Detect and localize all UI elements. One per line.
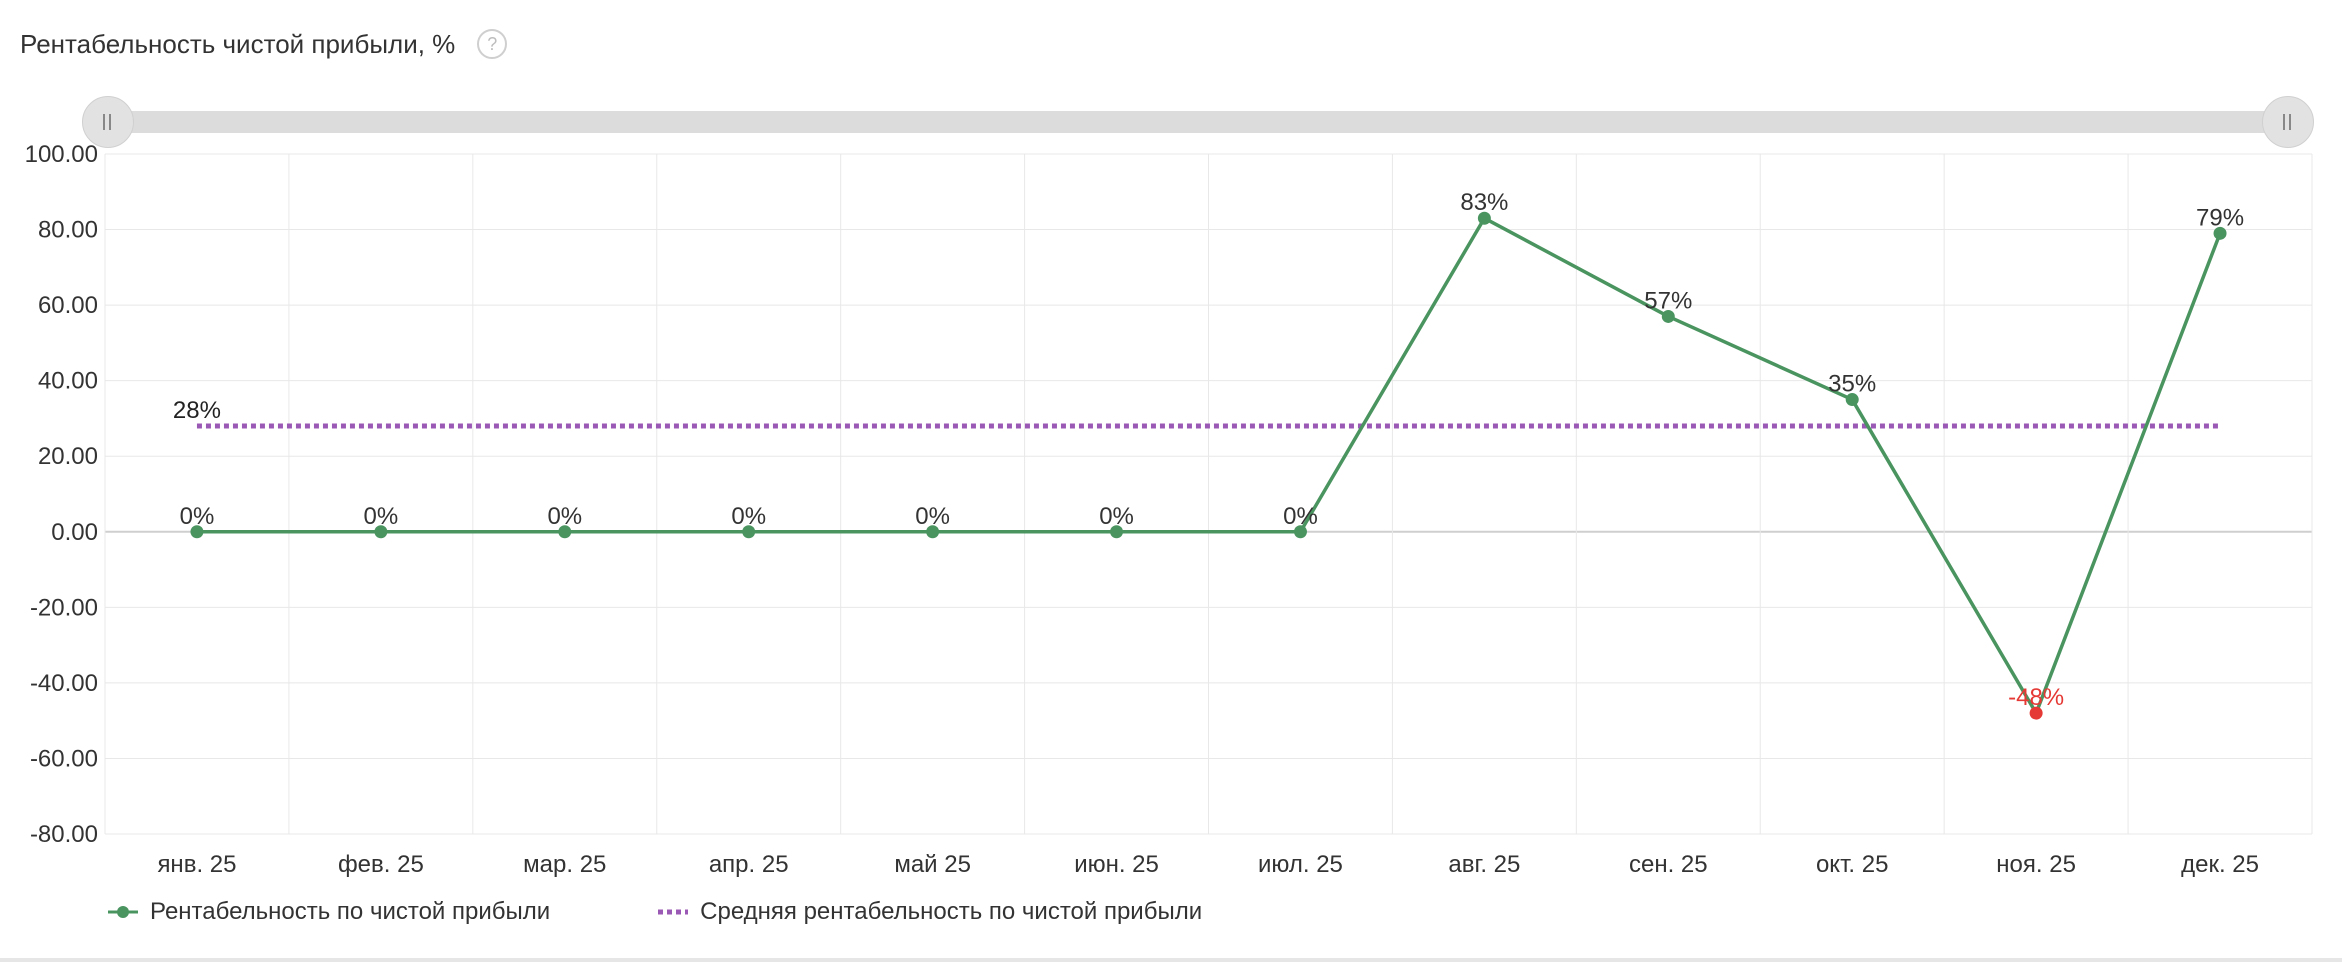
data-label: 0%: [1283, 503, 1318, 530]
y-tick-label: -20.00: [30, 594, 98, 621]
data-point: [742, 525, 756, 539]
data-label: 0%: [180, 503, 215, 530]
legend-line-marker-icon: [108, 906, 138, 918]
data-point: [1110, 525, 1124, 539]
range-slider-track[interactable]: [106, 111, 2290, 133]
y-tick-label: -40.00: [30, 670, 98, 697]
y-tick-label: -80.00: [30, 821, 98, 848]
y-tick-label: 0.00: [51, 519, 98, 546]
data-point: [1661, 309, 1675, 323]
y-tick-label: 40.00: [38, 368, 98, 395]
data-point: [558, 525, 572, 539]
data-point: [374, 525, 388, 539]
data-point: [1293, 525, 1307, 539]
x-tick-label: мар. 25: [523, 851, 606, 878]
data-label: 35%: [1828, 371, 1876, 398]
y-tick-label: 60.00: [38, 292, 98, 319]
y-tick-label: 20.00: [38, 443, 98, 470]
data-point: [2029, 706, 2043, 720]
y-tick-label: -60.00: [30, 745, 98, 772]
range-slider-handle-left[interactable]: [82, 96, 134, 148]
range-slider-handle-right[interactable]: [2262, 96, 2314, 148]
legend-item-average[interactable]: Средняя рентабельность по чистой прибыли: [658, 898, 1202, 926]
y-tick-label: 100.00: [25, 141, 98, 168]
data-label: 0%: [915, 503, 950, 530]
x-tick-label: авг. 25: [1448, 851, 1520, 878]
profitability-line: [196, 216, 2222, 715]
legend-label-average: Средняя рентабельность по чистой прибыли: [700, 898, 1203, 925]
help-icon[interactable]: ?: [477, 29, 508, 59]
y-tick-label: 80.00: [38, 217, 98, 244]
average-data-label: 28%: [173, 397, 221, 424]
data-label: 0%: [364, 503, 399, 530]
x-tick-label: фев. 25: [338, 851, 424, 878]
data-point: [2213, 226, 2227, 240]
data-point: [1845, 393, 1859, 407]
x-tick-label: янв. 25: [157, 851, 236, 878]
bottom-divider: [0, 958, 2342, 962]
data-label: 83%: [1460, 189, 1508, 216]
legend-label-profitability: Рентабельность по чистой прибыли: [150, 898, 551, 925]
legend-item-profitability[interactable]: Рентабельность по чистой прибыли: [108, 898, 550, 926]
data-point: [1477, 211, 1491, 225]
x-tick-label: окт. 25: [1816, 851, 1888, 878]
x-tick-label: апр. 25: [709, 851, 789, 878]
data-point: [926, 525, 940, 539]
x-tick-label: май 25: [894, 851, 971, 878]
chart-legend: Рентабельность по чистой прибыли Средняя…: [108, 898, 1310, 926]
x-tick-label: ноя. 25: [1996, 851, 2076, 878]
range-slider[interactable]: [82, 96, 2314, 148]
x-tick-label: дек. 25: [2181, 851, 2259, 878]
chart-title: Рентабельность чистой прибыли, %: [20, 28, 456, 59]
data-label: 0%: [731, 503, 766, 530]
legend-dotted-line-icon: [658, 909, 689, 915]
data-label: 0%: [547, 503, 582, 530]
x-tick-label: сен. 25: [1629, 851, 1708, 878]
x-tick-label: июн. 25: [1074, 851, 1159, 878]
line-chart: 100.00 80.00 60.00 40.00 20.00 0.00 -20.00 -40.…: [25, 141, 2313, 878]
data-label: 57%: [1644, 287, 1692, 314]
data-label: 0%: [1099, 503, 1134, 530]
data-label: -48%: [2008, 684, 2064, 711]
data-label: 79%: [2196, 204, 2244, 231]
x-tick-label: июл. 25: [1258, 851, 1343, 878]
data-point: [190, 525, 204, 539]
chart-header: Рентабельность чистой прибыли, % ?: [20, 24, 508, 64]
